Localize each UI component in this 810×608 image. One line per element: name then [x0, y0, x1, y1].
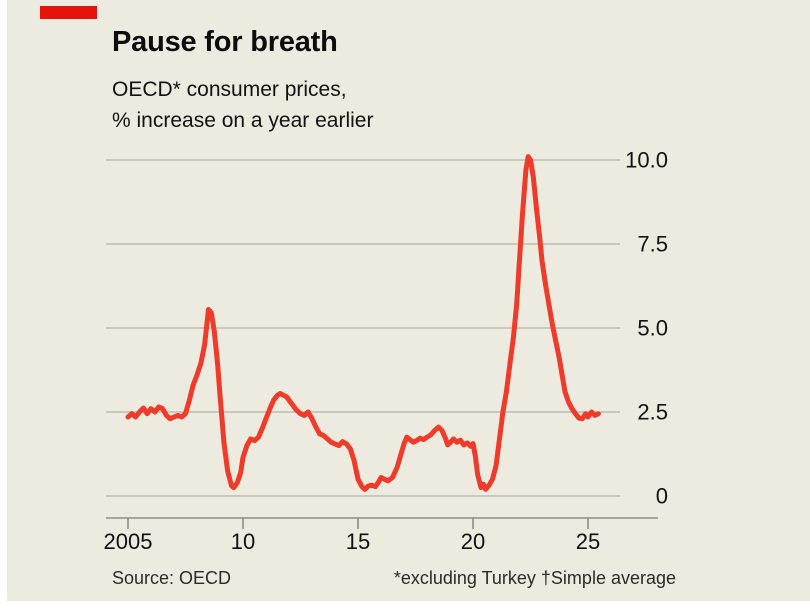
chart-subtitle: OECD* consumer prices, % increase on a y…: [112, 74, 373, 136]
chart-panel: [7, 0, 810, 601]
y-axis-label: 5.0: [637, 316, 668, 341]
y-axis-label: 10.0: [625, 148, 668, 173]
y-axis-label: 0: [656, 484, 668, 509]
x-axis-label: 15: [346, 529, 370, 554]
y-axis-label: 7.5: [637, 232, 668, 257]
inflation-line: [125, 154, 601, 492]
accent-tab: [40, 6, 97, 19]
chart-subtitle-line1: OECD* consumer prices,: [112, 78, 347, 101]
footnote: *excluding Turkey †Simple average: [393, 568, 676, 588]
x-axis-label: 25: [576, 529, 600, 554]
chart-subtitle-line2: % increase on a year earlier: [112, 109, 374, 132]
source-note: Source: OECD: [112, 568, 232, 588]
y-axis-label: 2.5: [637, 400, 668, 425]
chart-title: Pause for breath: [112, 26, 338, 58]
x-axis-label: 2005: [104, 529, 153, 554]
x-axis-label: 10: [231, 529, 255, 554]
x-axis-label: 20: [461, 529, 485, 554]
